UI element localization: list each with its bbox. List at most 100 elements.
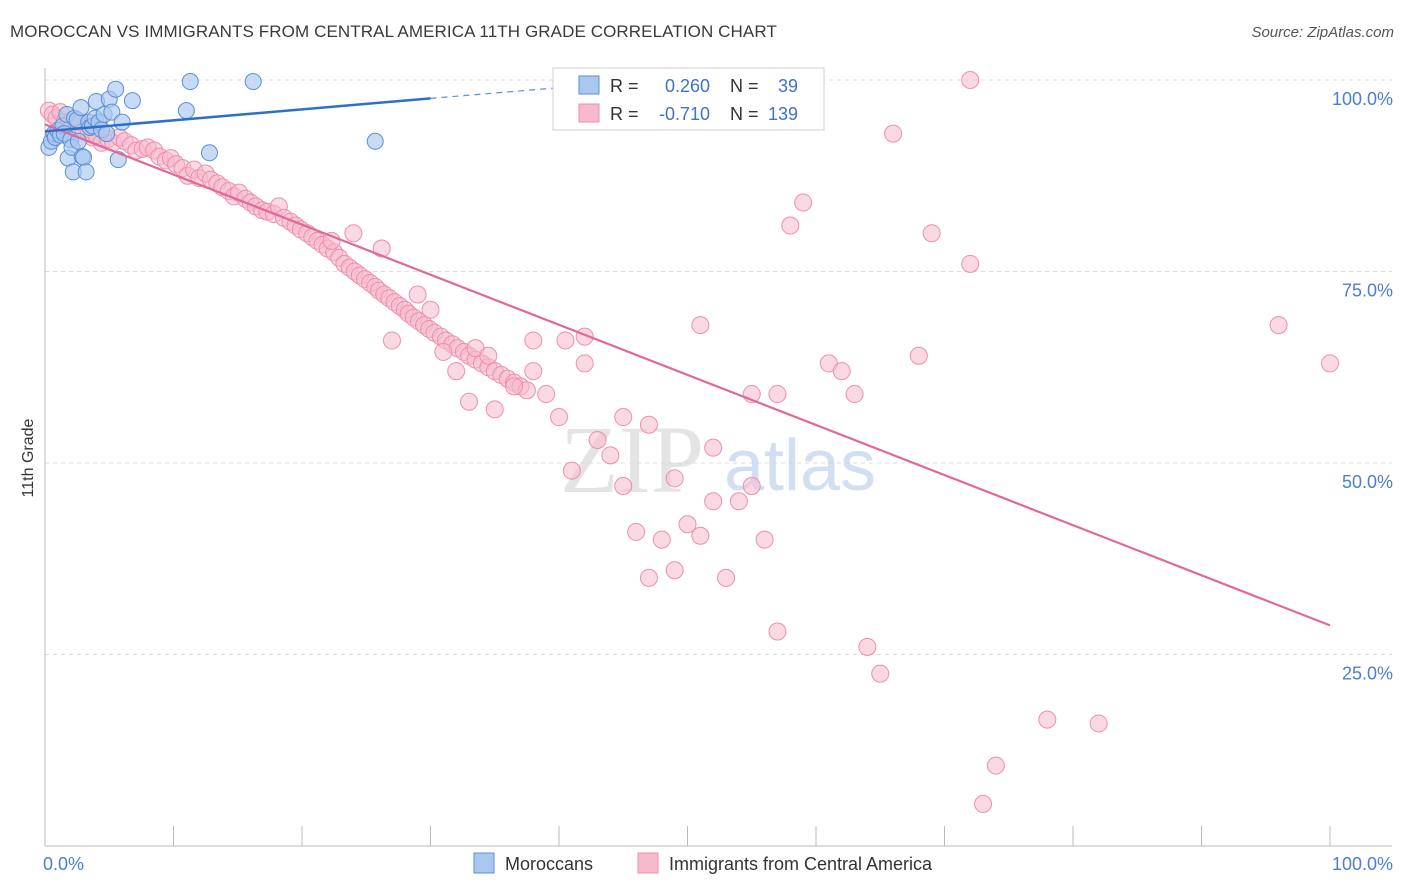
legend-n-label-2: N = [730, 104, 759, 124]
point-moroccans-28 [98, 125, 116, 143]
point-central-america-90 [372, 239, 391, 258]
point-central-america-115 [691, 526, 710, 545]
y-tick-label-0: 100.0% [1332, 89, 1393, 109]
point-central-america-135 [1038, 710, 1057, 729]
correlation-legend: R = 0.260 N = 39 R = -0.710 N = 139 [552, 67, 825, 131]
point-central-america-97 [447, 362, 466, 381]
point-central-america-133 [974, 794, 993, 813]
point-moroccans-34 [123, 92, 141, 110]
point-central-america-129 [884, 124, 903, 143]
point-moroccans-30 [103, 103, 121, 121]
point-moroccans-18 [75, 148, 93, 166]
bottom-legend-swatch-moroccans [473, 852, 495, 874]
point-central-america-149 [556, 331, 575, 350]
legend-r-label-1: R = [610, 76, 639, 96]
point-central-america-125 [832, 362, 851, 381]
grid-lines [45, 79, 1392, 655]
y-axis-label: 11th Grade [20, 418, 37, 497]
point-central-america-146 [691, 316, 710, 335]
point-central-america-142 [639, 415, 658, 434]
point-moroccans-16 [72, 99, 90, 117]
y-tick-label-3: 25.0% [1342, 664, 1393, 684]
y-tick-label-1: 75.0% [1342, 281, 1393, 301]
point-central-america-112 [652, 530, 671, 549]
point-central-america-150 [524, 331, 543, 350]
point-moroccans-19 [77, 163, 95, 181]
legend-n-value-1: 39 [778, 76, 798, 96]
point-central-america-121 [768, 622, 787, 641]
point-central-america-114 [678, 515, 697, 534]
point-central-america-99 [479, 346, 498, 365]
watermark-zip: ZIP [560, 406, 704, 513]
legend-n-value-2: 139 [768, 104, 798, 124]
point-central-america-128 [871, 664, 890, 683]
point-central-america-134 [986, 756, 1005, 775]
point-central-america-137 [1269, 316, 1288, 335]
bottom-legend-label-central-america: Immigrants from Central America [669, 854, 933, 874]
y-axis-tick-labels: 100.0% 75.0% 50.0% 25.0% [1332, 89, 1393, 684]
point-central-america-131 [922, 224, 941, 243]
watermark-atlas: atlas [724, 426, 876, 506]
point-moroccans-36 [177, 102, 195, 120]
point-central-america-91 [344, 224, 363, 243]
point-central-america-151 [460, 392, 479, 411]
legend-swatch-moroccans [578, 75, 600, 95]
trend-line-central-america [44, 123, 1331, 627]
point-central-america-100 [485, 400, 504, 419]
bottom-legend-label-moroccans: Moroccans [505, 854, 593, 874]
legend-r-value-1: 0.260 [665, 76, 710, 96]
series-central-america-points [39, 71, 1339, 813]
point-central-america-101 [505, 377, 524, 396]
legend-n-label-1: N = [730, 76, 759, 96]
legend-r-value-2: -0.710 [659, 104, 710, 124]
point-moroccans-37 [200, 144, 218, 162]
point-central-america-139 [961, 71, 980, 89]
point-central-america-147 [704, 438, 723, 457]
point-moroccans-39 [366, 132, 384, 150]
point-moroccans-38 [244, 73, 262, 91]
point-central-america-105 [562, 461, 581, 480]
point-central-america-138 [1321, 354, 1339, 373]
point-central-america-118 [729, 492, 748, 511]
point-central-america-108 [601, 446, 620, 465]
bottom-legend-swatch-central-america [637, 852, 659, 874]
point-central-america-141 [575, 354, 594, 373]
point-central-america-145 [768, 385, 787, 404]
point-central-america-117 [717, 568, 736, 587]
x-tick-label-start: 0.0% [43, 854, 84, 874]
point-central-america-102 [524, 362, 543, 381]
point-central-america-132 [961, 254, 980, 273]
point-central-america-122 [781, 216, 800, 235]
series-moroccans-points [40, 73, 384, 181]
axes [44, 68, 1392, 847]
y-tick-label-2: 50.0% [1342, 472, 1393, 492]
point-central-america-92 [322, 231, 341, 250]
legend-swatch-central-america [578, 103, 600, 123]
trend-line-moroccans [44, 97, 431, 133]
legend-r-label-2: R = [610, 104, 639, 124]
point-central-america-126 [845, 385, 864, 404]
point-moroccans-35 [181, 73, 199, 91]
point-central-america-110 [627, 522, 646, 541]
point-moroccans-31 [107, 80, 125, 98]
trend-line-moroccans-extension [430, 87, 560, 99]
trend-lines [44, 87, 1331, 627]
point-central-america-116 [704, 492, 723, 511]
point-central-america-143 [665, 469, 684, 488]
point-central-america-127 [858, 637, 877, 656]
chart-title: MOROCCAN VS IMMIGRANTS FROM CENTRAL AMER… [10, 22, 777, 41]
point-central-america-123 [794, 193, 813, 212]
x-axis-tick-labels: 0.0% 100.0% [43, 854, 1393, 874]
point-central-america-104 [550, 408, 568, 427]
point-central-america-111 [639, 568, 658, 587]
point-central-america-96 [434, 342, 453, 361]
point-central-america-94 [408, 285, 427, 304]
point-central-america-119 [742, 476, 761, 495]
bottom-legend: Moroccans Immigrants from Central Americ… [473, 852, 933, 874]
source-label: Source: ZipAtlas.com [1251, 24, 1394, 41]
point-central-america-113 [665, 561, 684, 580]
point-central-america-93 [382, 331, 401, 350]
point-central-america-103 [537, 385, 556, 404]
point-central-america-95 [421, 300, 440, 319]
